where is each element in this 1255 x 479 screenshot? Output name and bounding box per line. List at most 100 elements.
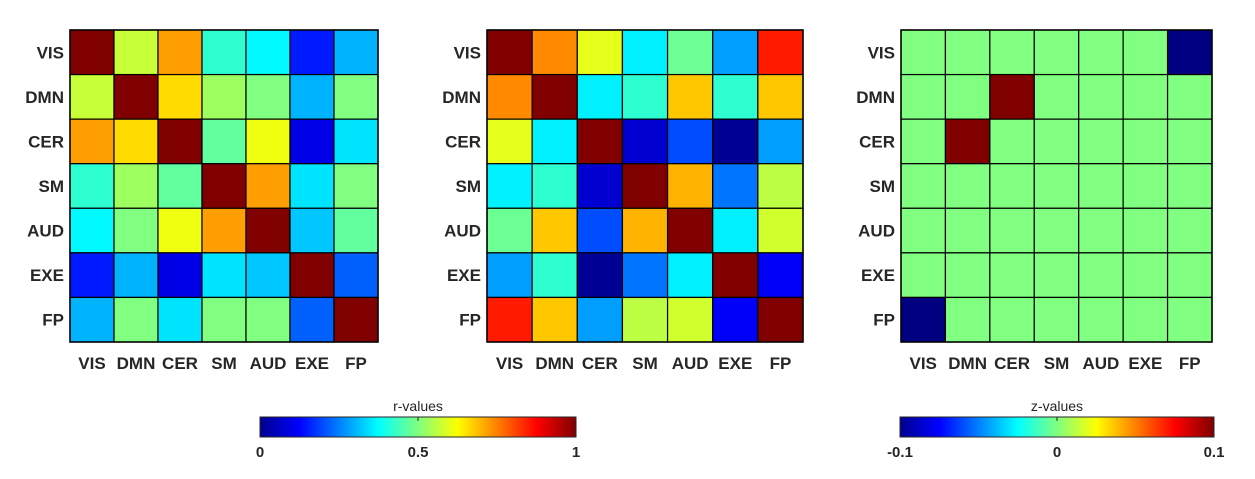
heatmap-cell-2-exe-cer (576, 252, 624, 299)
heatmap-panel-1: VIS DMN CER SM AUD EXE FP VIS DMN CER SM AUD EXE FP (25, 29, 379, 373)
heatmap-cell-1-dmn-sm (201, 73, 247, 120)
heatmap-ylabel-3-vis: VIS (868, 43, 895, 62)
heatmap-cell-2-cer-vis (486, 118, 533, 165)
heatmap-cell-2-exe-fp (757, 252, 804, 299)
heatmap-cell-3-exe-dmn (944, 252, 991, 299)
heatmap-cell-3-dmn-exe (1122, 73, 1169, 120)
heatmap-cell-1-exe-cer (157, 252, 203, 299)
heatmap-xlabel-3-dmn: DMN (948, 354, 987, 373)
heatmap-xlabel-2-sm: SM (632, 354, 658, 373)
heatmap-cell-2-dmn-dmn (531, 73, 578, 120)
heatmap-cells-1 (69, 29, 379, 343)
heatmap-xlabel-3-cer: CER (994, 354, 1030, 373)
heatmap-cell-3-aud-exe (1122, 207, 1169, 254)
heatmap-cell-3-aud-dmn (944, 207, 991, 254)
heatmap-cell-2-fp-cer (576, 296, 624, 343)
heatmap-cell-3-vis-vis (900, 29, 947, 76)
heatmap-ylabel-1-fp: FP (42, 311, 64, 330)
heatmap-cell-3-cer-cer (989, 118, 1035, 165)
heatmap-cell-3-sm-exe (1122, 163, 1169, 209)
heatmap-cell-3-dmn-aud (1078, 73, 1124, 120)
heatmap-cell-3-fp-cer (989, 296, 1035, 343)
heatmap-xlabel-2-aud: AUD (672, 354, 709, 373)
heatmap-cell-3-fp-sm (1033, 296, 1080, 343)
heatmap-ylabel-2-exe: EXE (447, 266, 481, 285)
heatmap-cell-3-sm-aud (1078, 163, 1124, 209)
heatmap-cell-3-sm-sm (1033, 163, 1080, 209)
heatmap-ylabel-3-aud: AUD (858, 222, 895, 241)
heatmap-cell-1-aud-dmn (113, 207, 159, 254)
heatmap-ylabel-3-dmn: DMN (856, 88, 895, 107)
heatmap-cell-2-aud-exe (712, 207, 759, 254)
heatmap-cell-1-aud-aud (245, 207, 291, 254)
heatmap-cell-1-dmn-exe (289, 73, 335, 120)
heatmap-cell-1-exe-fp (333, 252, 379, 299)
heatmap-cell-3-fp-vis (900, 296, 947, 343)
heatmap-cell-2-dmn-sm (621, 73, 669, 120)
heatmap-xlabel-2-cer: CER (582, 354, 618, 373)
heatmap-cell-2-aud-cer (576, 207, 624, 254)
heatmap-panel-3: VIS DMN CER SM AUD EXE FP VIS DMN CER SM AUD EXE FP (856, 29, 1213, 373)
heatmap-ylabel-3-sm: SM (870, 177, 896, 196)
heatmap-cell-2-vis-aud (666, 29, 714, 76)
heatmap-cell-3-dmn-fp (1166, 73, 1213, 120)
heatmap-cell-1-sm-dmn (113, 163, 159, 209)
heatmap-cell-1-dmn-aud (245, 73, 291, 120)
heatmap-cell-2-vis-fp (757, 29, 804, 76)
heatmap-cell-3-aud-vis (900, 207, 947, 254)
heatmap-cell-1-dmn-fp (333, 73, 379, 120)
heatmap-cell-1-dmn-cer (157, 73, 203, 120)
colorbar-r-title: r-values (393, 398, 443, 414)
heatmap-cell-2-exe-exe (712, 252, 759, 299)
heatmap-ylabel-2-fp: FP (459, 311, 481, 330)
heatmap-xlabel-1-dmn: DMN (117, 354, 156, 373)
colorbar-z-title: z-values (1031, 398, 1083, 414)
heatmap-cell-1-fp-dmn (113, 296, 159, 343)
heatmap-cell-2-sm-dmn (531, 163, 578, 209)
heatmap-cell-1-cer-fp (333, 118, 379, 165)
heatmap-xlabels-1: VIS DMN CER SM AUD EXE FP (78, 354, 367, 373)
heatmap-cell-3-aud-fp (1166, 207, 1213, 254)
heatmap-cell-2-aud-fp (757, 207, 804, 254)
heatmap-cell-2-dmn-vis (486, 73, 533, 120)
heatmap-cell-2-fp-dmn (531, 296, 578, 343)
heatmap-cell-3-fp-fp (1166, 296, 1213, 343)
heatmap-ylabel-1-sm: SM (39, 177, 65, 196)
heatmap-cell-1-sm-fp (333, 163, 379, 209)
heatmap-cell-3-fp-dmn (944, 296, 991, 343)
heatmap-cell-1-sm-exe (289, 163, 335, 209)
heatmap-cell-3-vis-exe (1122, 29, 1169, 76)
heatmap-ylabel-2-sm: SM (456, 177, 482, 196)
heatmap-xlabel-3-sm: SM (1044, 354, 1070, 373)
heatmap-cell-2-dmn-aud (666, 73, 714, 120)
heatmap-cell-1-fp-fp (333, 296, 379, 343)
heatmap-cell-3-exe-aud (1078, 252, 1124, 299)
heatmap-cell-1-exe-vis (69, 252, 115, 299)
heatmap-cell-1-fp-sm (201, 296, 247, 343)
heatmap-cell-1-aud-cer (157, 207, 203, 254)
colorbar-z-tick-0: -0.1 (887, 444, 913, 461)
heatmap-cell-1-sm-sm (201, 163, 247, 209)
heatmap-cell-2-aud-aud (666, 207, 714, 254)
heatmap-cell-1-aud-exe (289, 207, 335, 254)
heatmap-xlabel-1-aud: AUD (250, 354, 287, 373)
heatmap-cell-2-vis-dmn (531, 29, 578, 76)
heatmap-ylabels-2: VIS DMN CER SM AUD EXE FP (442, 43, 481, 329)
heatmap-cell-2-fp-aud (666, 296, 714, 343)
heatmap-border-3 (900, 29, 1213, 343)
heatmap-cell-3-cer-dmn (944, 118, 991, 165)
heatmap-ylabel-3-fp: FP (873, 311, 895, 330)
heatmap-cell-3-exe-sm (1033, 252, 1080, 299)
heatmap-ylabel-2-aud: AUD (444, 222, 481, 241)
heatmap-cell-2-sm-exe (712, 163, 759, 209)
heatmap-cell-1-cer-dmn (113, 118, 159, 165)
heatmap-cell-3-cer-fp (1166, 118, 1213, 165)
heatmap-cell-3-cer-sm (1033, 118, 1080, 165)
heatmap-xlabel-2-dmn: DMN (535, 354, 574, 373)
heatmap-cell-2-dmn-exe (712, 73, 759, 120)
heatmap-cell-1-vis-dmn (113, 29, 159, 76)
heatmap-cell-2-fp-sm (621, 296, 669, 343)
heatmap-ylabel-1-aud: AUD (27, 222, 64, 241)
heatmap-ylabel-1-cer: CER (28, 132, 64, 151)
